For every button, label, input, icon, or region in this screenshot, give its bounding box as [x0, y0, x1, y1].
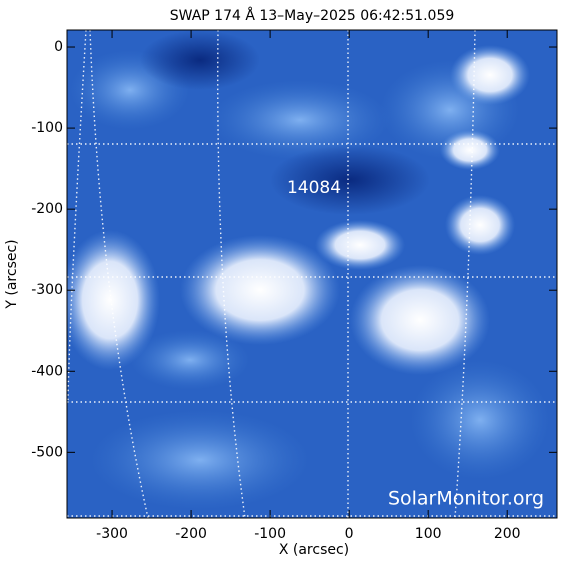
y-tick-label: -500: [31, 444, 63, 460]
chart-title: SWAP 174 Å 13–May–2025 06:42:51.059: [170, 7, 455, 24]
y-tick-label: 0: [54, 39, 63, 55]
x-tick-label: 100: [415, 526, 442, 542]
y-axis-label: Y (arcsec): [4, 239, 20, 309]
x-tick-label: 0: [345, 526, 354, 542]
y-tick-label: -200: [31, 201, 63, 217]
y-tick-label: -400: [31, 363, 63, 379]
watermark: SolarMonitor.org: [388, 488, 544, 510]
x-tick-label: -100: [254, 526, 286, 542]
x-tick-label: 200: [494, 526, 521, 542]
x-axis-label: X (arcsec): [279, 542, 349, 558]
plot-frame: [66, 29, 558, 519]
x-tick-label: -300: [96, 526, 128, 542]
solar-image: [67, 30, 557, 518]
region-label: 14084: [287, 178, 341, 198]
y-tick-label: -100: [31, 120, 63, 136]
y-tick-label: -300: [31, 282, 63, 298]
x-tick-label: -200: [175, 526, 207, 542]
